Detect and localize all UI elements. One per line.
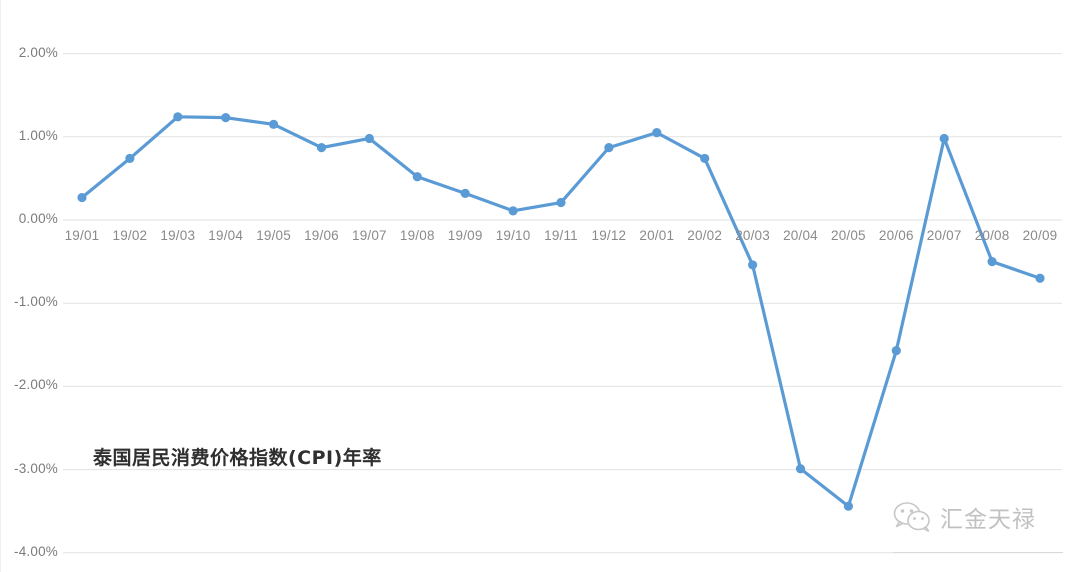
x-tick-label: 19/09 bbox=[447, 228, 483, 243]
x-tick-label: 19/12 bbox=[591, 228, 627, 243]
x-tick-label: 20/05 bbox=[830, 228, 866, 243]
data-point-marker bbox=[1035, 273, 1045, 283]
x-tick-label: 19/02 bbox=[112, 228, 148, 243]
x-tick-label: 19/08 bbox=[399, 228, 435, 243]
data-point-marker bbox=[604, 143, 614, 153]
x-tick-label: 20/04 bbox=[783, 228, 818, 243]
x-tick-label: 20/03 bbox=[735, 228, 770, 243]
x-tick-label: 19/03 bbox=[160, 228, 196, 243]
data-point-marker bbox=[795, 464, 806, 474]
data-point-marker bbox=[939, 133, 949, 144]
data-point-marker bbox=[652, 128, 662, 138]
watermark-label: 汇金天禄 bbox=[940, 507, 1036, 533]
data-point-marker bbox=[412, 172, 422, 182]
y-tick-label: -2.00% bbox=[14, 377, 58, 393]
x-tick-label: 19/06 bbox=[304, 228, 339, 243]
data-point-marker bbox=[748, 260, 758, 270]
x-tick-label: 19/05 bbox=[256, 228, 291, 243]
y-tick-label: 1.00% bbox=[18, 127, 58, 143]
x-tick-label: 19/04 bbox=[208, 228, 244, 243]
data-point-marker bbox=[221, 113, 231, 123]
data-point-marker bbox=[364, 133, 374, 144]
y-tick-label: -1.00% bbox=[14, 294, 58, 310]
data-point-marker bbox=[843, 501, 854, 511]
chart-left-border bbox=[0, 0, 1, 572]
x-tick-label: 20/01 bbox=[639, 228, 675, 243]
data-point-marker bbox=[987, 257, 997, 267]
x-tick-label: 20/02 bbox=[687, 228, 723, 243]
data-point-marker bbox=[556, 197, 566, 208]
y-tick-label: -4.00% bbox=[14, 543, 58, 559]
data-point-marker bbox=[316, 143, 327, 153]
chart-title: 泰国居民消费价格指数(CPI)年率 bbox=[93, 447, 382, 469]
x-tick-label: 20/08 bbox=[974, 228, 1010, 243]
y-tick-label: -3.00% bbox=[14, 460, 58, 476]
y-tick-label: 2.00% bbox=[18, 44, 58, 60]
x-tick-label: 19/11 bbox=[544, 228, 578, 243]
x-tick-label: 19/07 bbox=[351, 228, 387, 243]
data-point-marker bbox=[700, 153, 710, 164]
data-point-marker bbox=[891, 346, 901, 356]
wechat-icon bbox=[893, 502, 930, 532]
x-tick-label: 20/07 bbox=[926, 228, 962, 243]
data-point-marker bbox=[77, 192, 87, 203]
data-point-marker bbox=[173, 112, 183, 122]
x-tick-label: 19/10 bbox=[495, 228, 531, 243]
data-point-marker bbox=[125, 153, 135, 164]
y-tick-label: 0.00% bbox=[18, 211, 58, 226]
data-point-marker bbox=[460, 188, 470, 198]
x-tick-label: 20/09 bbox=[1022, 228, 1058, 243]
x-tick-label: 20/06 bbox=[878, 228, 914, 243]
watermark: 汇金天禄 bbox=[893, 500, 1036, 534]
x-tick-label: 19/01 bbox=[64, 228, 100, 243]
data-point-marker bbox=[508, 206, 518, 216]
data-point-marker bbox=[269, 119, 279, 129]
watermark-divider bbox=[893, 552, 1063, 553]
